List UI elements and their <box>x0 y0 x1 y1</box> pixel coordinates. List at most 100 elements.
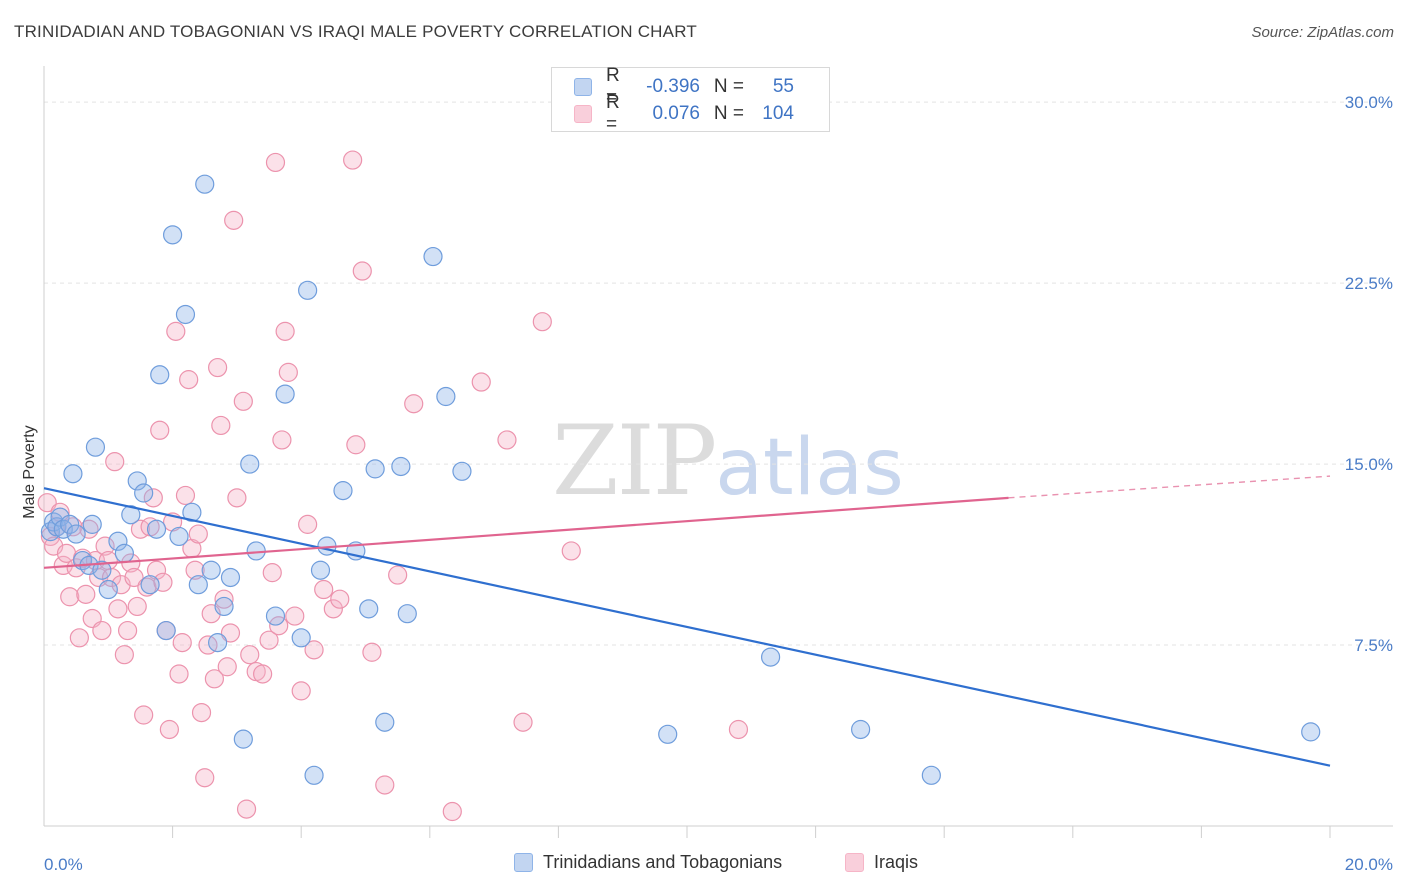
data-point-iraqis <box>227 488 247 508</box>
y-tick-label: 7.5% <box>1354 636 1393 655</box>
data-point-iraqis <box>191 702 212 723</box>
data-point-trinidadians <box>851 719 871 740</box>
series-label-iraqi: Iraqis <box>874 852 919 872</box>
data-point-iraqis <box>124 567 144 588</box>
legend-n-label: N = <box>713 103 744 124</box>
data-point-iraqis <box>253 664 273 684</box>
data-point-trinidadians <box>436 386 456 407</box>
data-point-iraqis <box>298 514 318 534</box>
data-point-iraqis <box>291 681 311 701</box>
data-point-trinidadians <box>98 579 118 600</box>
data-point-iraqis <box>285 606 305 626</box>
y-tick-label: 22.5% <box>1345 274 1393 293</box>
data-point-iraqis <box>143 488 163 508</box>
data-point-trinidadians <box>108 531 128 551</box>
data-point-trinidadians <box>275 384 295 404</box>
data-point-iraqis <box>134 705 154 725</box>
data-point-iraqis <box>278 362 298 382</box>
data-point-trinidadians <box>265 606 286 626</box>
chart-title: TRINIDADIAN AND TOBAGONIAN VS IRAQI MALE… <box>14 22 697 41</box>
data-point-iraqis <box>275 321 295 341</box>
legend-n-value: 104 <box>762 103 794 124</box>
legend-r-label: R = <box>606 92 620 135</box>
series-swatch-iraqi <box>845 853 864 872</box>
data-point-iraqis <box>204 669 224 689</box>
data-point-trinidadians <box>298 280 318 300</box>
data-point-iraqis <box>69 628 89 648</box>
legend-n-value: 55 <box>772 76 794 97</box>
data-point-iraqis <box>497 430 517 450</box>
data-point-trinidadians <box>188 575 208 595</box>
legend-swatch-trinidadian <box>574 78 592 96</box>
data-point-trinidadians <box>92 560 112 580</box>
data-point-iraqis <box>37 493 57 513</box>
data-point-iraqis <box>169 664 189 684</box>
data-point-iraqis <box>101 567 122 588</box>
data-point-iraqis <box>233 391 253 411</box>
data-point-trinidadians <box>60 514 80 534</box>
data-point-iraqis <box>105 452 125 472</box>
data-point-trinidadians <box>214 596 234 617</box>
data-point-iraqis <box>259 630 279 650</box>
source-label: Source: ZipAtlas.com <box>1251 24 1394 41</box>
data-point-iraqis <box>117 620 138 641</box>
data-point-trinidadians <box>240 454 260 474</box>
data-point-trinidadians <box>359 599 379 619</box>
data-point-iraqis <box>272 430 292 450</box>
data-point-iraqis <box>114 645 134 665</box>
legend-n-label: N = <box>713 76 744 97</box>
series-legend: Trinidadians and Tobagonians Iraqis <box>0 852 1406 876</box>
y-tick-label: 15.0% <box>1345 455 1393 474</box>
legend-swatch-iraqi <box>574 105 592 123</box>
data-point-trinidadians <box>310 560 331 580</box>
data-point-iraqis <box>60 587 80 607</box>
stats-legend: R = -0.396 N = 55 R = 0.076 N = 104 <box>551 65 830 135</box>
data-point-trinidadians <box>82 514 102 534</box>
data-point-iraqis <box>304 640 324 660</box>
series-legend-iraqi: Iraqis <box>845 852 918 873</box>
data-point-trinidadians <box>1301 722 1321 742</box>
data-point-iraqis <box>346 435 366 455</box>
data-point-iraqis <box>76 584 96 604</box>
data-point-trinidadians <box>182 502 202 522</box>
data-point-iraqis <box>343 150 363 170</box>
data-point-trinidadians <box>423 246 443 267</box>
trend-line-extension-iraqis <box>1008 475 1331 499</box>
data-point-trinidadians <box>304 765 324 785</box>
data-point-iraqis <box>159 719 179 740</box>
data-point-iraqis <box>108 599 128 619</box>
data-point-iraqis <box>220 623 241 643</box>
data-point-iraqis <box>561 541 581 561</box>
data-point-iraqis <box>404 394 424 414</box>
data-point-trinidadians <box>150 365 170 385</box>
data-point-iraqis <box>179 370 199 390</box>
data-point-trinidadians <box>220 567 241 588</box>
data-point-trinidadians <box>140 575 160 595</box>
x-tick-label: 0.0% <box>44 855 83 874</box>
data-point-trinidadians <box>169 526 189 547</box>
data-point-trinidadians <box>208 633 228 653</box>
data-point-iraqis <box>127 596 147 617</box>
data-point-iraqis <box>314 579 334 600</box>
data-point-iraqis <box>532 312 552 332</box>
data-point-trinidadians <box>365 459 385 479</box>
data-point-iraqis <box>352 261 372 281</box>
data-point-trinidadians <box>63 464 83 484</box>
data-point-iraqis <box>513 712 533 732</box>
trend-line-iraqis <box>43 496 1009 569</box>
data-point-iraqis <box>214 589 234 609</box>
legend-r-value: 0.076 <box>652 103 700 124</box>
data-point-trinidadians <box>175 304 196 325</box>
data-point-trinidadians <box>658 724 678 744</box>
trend-line-trinidadians <box>43 487 1331 767</box>
data-point-iraqis <box>208 357 228 378</box>
legend-row-trinidadian: R = -0.396 N = 55 <box>574 65 794 108</box>
data-point-trinidadians <box>156 620 176 641</box>
data-point-iraqis <box>217 657 237 677</box>
data-point-iraqis <box>224 210 244 230</box>
data-point-iraqis <box>265 152 286 173</box>
data-point-iraqis <box>172 633 192 653</box>
data-point-iraqis <box>323 599 343 619</box>
data-point-iraqis <box>188 524 208 544</box>
